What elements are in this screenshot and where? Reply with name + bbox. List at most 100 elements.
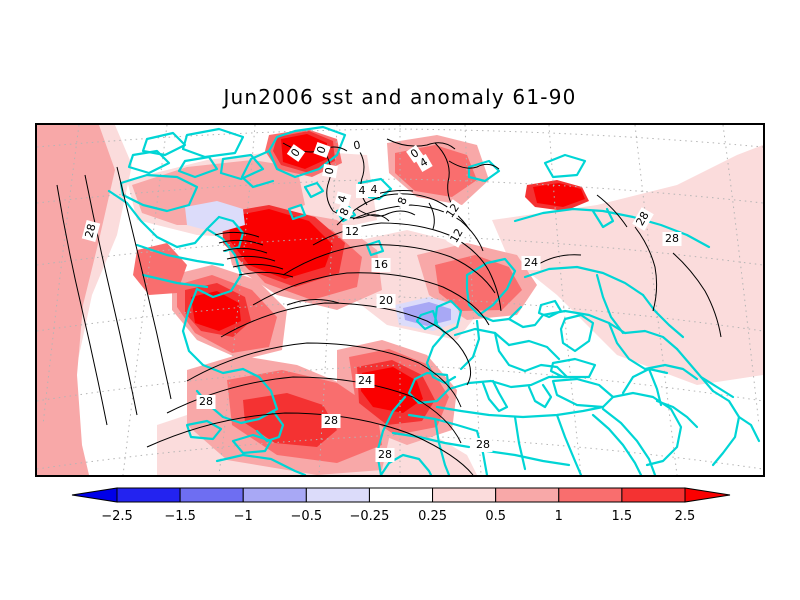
- coastline-usa-east: [241, 367, 279, 411]
- map-plot-area: 0 0 0 0 0 4 4 4 4 8 8 12 12 12 16 20 24 24 28 28 28 28 28 28 28: [35, 123, 765, 477]
- colorbar-tick-label: −1.5: [164, 509, 196, 524]
- border-middle-east: [621, 367, 669, 395]
- sst-contour-0: [434, 142, 454, 208]
- coastline-russia-arctic: [513, 207, 711, 249]
- coastline-europe-border: [453, 327, 511, 347]
- contour-label-mask: [446, 224, 468, 248]
- border-india: [699, 375, 735, 399]
- coastline-greece: [527, 383, 553, 409]
- sst-contour-generic: [214, 231, 260, 238]
- colorbar-extend-max: [684, 487, 731, 503]
- colorbar-tick-label: −0.25: [350, 509, 390, 524]
- contour-label: 0: [352, 138, 361, 152]
- coastline-iberia: [407, 371, 451, 405]
- colorbar-tick-label: −0.5: [291, 509, 323, 524]
- border-central-asia: [675, 347, 715, 393]
- contour-label: 8: [395, 195, 410, 206]
- coastline-arctic-islands: [177, 155, 219, 179]
- contour-label: 12: [345, 225, 359, 238]
- coastline-scandinavia: [477, 305, 523, 323]
- colorbar: −2.5 −1.5 −1 −0.5 −0.25 0.25 0.5 1 1.5 2.5: [0, 482, 800, 532]
- coastline-usa-interior: [135, 243, 225, 267]
- coastline-red-sea: [591, 413, 643, 475]
- contour-label-mask: [521, 256, 541, 270]
- coastline-greenland: [267, 125, 347, 179]
- coastline-layer: [107, 125, 761, 475]
- anomaly-band-025: [492, 145, 763, 385]
- contour-label: 28: [82, 222, 98, 239]
- coastline-russia-arctic: [591, 207, 615, 229]
- colorbar-tick-label: 1: [555, 509, 563, 524]
- contour-label-mask: [286, 144, 306, 162]
- contour-label-mask: [355, 374, 375, 388]
- sst-contour-4: [448, 160, 500, 170]
- latitude-line: [37, 178, 763, 204]
- coastline-novaya-zemlya: [543, 153, 587, 179]
- colorbar-swatch: [179, 487, 244, 503]
- contour-label: 28: [378, 448, 392, 461]
- contour-label-mask: [662, 232, 682, 246]
- coastline-canada: [107, 189, 221, 249]
- coastline-usa-east: [181, 287, 245, 375]
- coastline-ireland: [415, 309, 439, 331]
- colorbar-tick-label: 0.5: [485, 509, 506, 524]
- border-africa: [433, 417, 451, 475]
- contour-label-mask: [81, 220, 101, 242]
- coastline-scandinavia: [465, 257, 517, 317]
- contour-label-mask: [342, 225, 362, 239]
- coastline-arabia: [611, 391, 683, 467]
- anomaly-band-25: [191, 291, 241, 331]
- contour-label: 28: [633, 209, 651, 228]
- coastline-caribbean: [185, 419, 223, 441]
- colorbar-extend-min: [71, 487, 118, 503]
- coastline-europe-border: [507, 339, 561, 361]
- colorbar-swatch: [621, 487, 686, 503]
- sst-contour-24: [220, 302, 470, 364]
- contour-label-mask: [321, 414, 341, 428]
- colorbar-svg: −2.5 −1.5 −1 −0.5 −0.25 0.25 0.5 1 1.5 2.5: [71, 487, 731, 524]
- coastline-arctic-islands: [127, 149, 171, 175]
- longitude-line: [122, 125, 168, 475]
- sst-contour-generic: [116, 166, 172, 400]
- gridlines-layer: [37, 125, 763, 475]
- coastline-arctic-islands: [219, 153, 265, 181]
- contour-label: 12: [447, 226, 465, 245]
- contour-label: 4: [371, 183, 378, 196]
- coastline-greenland: [240, 149, 275, 189]
- coastline-aral: [537, 299, 563, 319]
- contour-label-mask: [334, 191, 352, 207]
- coastline-india: [737, 415, 761, 443]
- border-africa: [513, 415, 527, 471]
- contour-label: 4: [335, 194, 349, 204]
- sst-contour-generic: [232, 263, 284, 270]
- border-middle-east: [647, 367, 663, 407]
- contour-label-mask: [349, 138, 365, 154]
- sst-contour-8: [428, 202, 435, 230]
- sst-contour-24: [466, 362, 472, 386]
- contour-label: 28: [199, 395, 213, 408]
- contour-label: 24: [358, 374, 372, 387]
- sst-contour-generic: [226, 255, 276, 262]
- colorbar-tick-label: −2.5: [101, 509, 133, 524]
- border-africa: [485, 449, 571, 467]
- contour-label: 28: [324, 414, 338, 427]
- colorbar-swatch: [368, 487, 434, 503]
- coastline-svalbard: [467, 159, 501, 183]
- coastline-caribbean: [231, 433, 273, 455]
- border-africa: [555, 413, 583, 475]
- coastline-baltic: [507, 313, 545, 329]
- coastline-caspian: [559, 313, 595, 353]
- contour-label-mask: [473, 438, 493, 452]
- contour-label: 16: [374, 258, 388, 271]
- colorbar-swatch: [305, 487, 370, 503]
- contour-label: 28: [665, 232, 679, 245]
- coastline-island: [303, 181, 325, 199]
- contour-label-mask: [632, 207, 654, 231]
- border-russia: [523, 265, 645, 297]
- contour-label-mask: [336, 203, 354, 221]
- contour-label: 8: [337, 206, 352, 218]
- contour-label: 0: [314, 144, 329, 155]
- coastline-mediterranean-south: [435, 405, 605, 419]
- colorbar-blocks: [71, 487, 731, 503]
- border-russia: [641, 293, 685, 339]
